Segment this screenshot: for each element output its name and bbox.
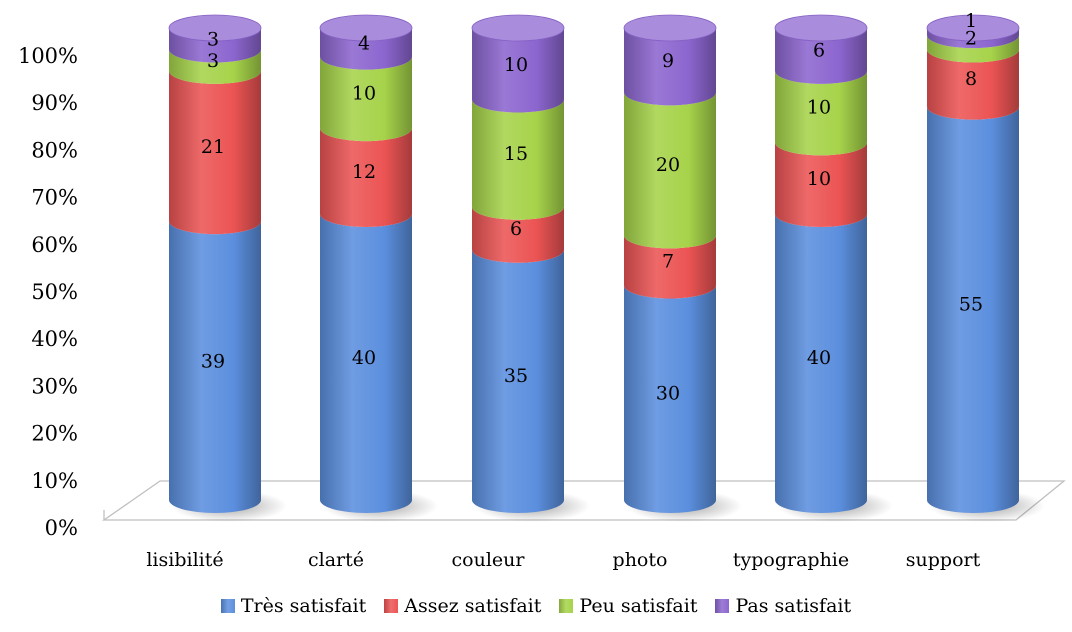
bar-0: 39 21 33 [168,14,287,522]
y-tick-label: 60% [31,233,78,257]
data-label: 12 [352,161,376,183]
legend-item-0: Très satisfait [220,595,367,617]
data-label: 10 [504,54,528,76]
y-tick-label: 80% [31,138,78,162]
y-tick-label: 20% [31,422,78,446]
legend-swatch-2 [559,599,574,613]
legend-item-3: Pas satisfait [715,595,851,617]
bar-segment [472,206,564,263]
category-label: photo [613,549,668,571]
bar-segment [169,28,261,63]
bar-segment [624,285,716,513]
y-tick-label: 50% [31,280,78,304]
data-label: 9 [662,50,674,72]
y-tick-label: 40% [31,327,78,351]
data-label: 35 [504,365,528,387]
data-label: 10 [807,168,831,190]
data-label: 6 [813,39,825,61]
bar-top-cap [168,14,262,42]
data-label: 10 [807,97,831,119]
bar-4: 40 10 10 6 [774,14,893,522]
bar-segment [927,35,1019,63]
category-label: support [906,549,981,571]
legend-swatch-0 [220,599,235,613]
bar-segment [775,142,867,227]
category-label: typographie [733,549,849,571]
data-label: 15 [504,143,528,165]
category-axis: lisibilité clarté couleur photo typographie s… [146,549,980,571]
bar-segment [320,56,412,142]
bar-segment [775,213,867,513]
data-label: 10 [352,82,376,104]
bar-top-cap [623,14,717,42]
data-label: 55 [959,293,983,315]
bar-top-cap [471,14,565,42]
legend-item-2: Peu satisfait [559,595,697,617]
bar-segment [624,235,716,299]
data-label: 30 [656,383,680,405]
category-label: clarté [308,549,364,571]
category-label: couleur [452,549,526,571]
bar-segment [624,28,716,106]
bar-top-cap [774,14,868,42]
data-label: 4 [358,32,370,54]
bar-segment [169,49,261,84]
legend-label-3: Pas satisfait [735,595,852,617]
bar-2: 35 6 15 10 [471,14,590,522]
y-tick-label: 100% [18,44,78,68]
bar-segment [472,99,564,220]
data-label: 40 [352,347,376,369]
data-label: 7 [662,250,674,272]
bar-segment [320,128,412,227]
data-label: 1 [965,10,977,32]
legend-label-2: Peu satisfait [579,595,698,617]
y-tick-label: 0% [45,516,78,540]
bar-segment [927,106,1019,514]
bar-3: 30 7 20 9 [623,14,742,522]
bar-segment [320,213,412,513]
y-axis: 0% 10% 20% 30% 40% 50% 60% 70% 80% 90% 100% [18,44,78,540]
legend-label-1: Assez satisfait [404,595,542,617]
bar-1: 40 12 10 4 [319,14,438,522]
bars-group: 39 21 33 40 12 10 4 35 6 15 10 30 7 20 9 40 10 10 6 55 8 21 [168,10,1045,522]
bar-top-cap [926,14,1020,42]
legend-swatch-1 [384,599,399,613]
data-label: 8 [965,68,977,90]
data-label: 2 [965,27,977,49]
bar-segment [624,92,716,249]
bar-segment [927,49,1019,120]
category-label: lisibilité [146,549,223,571]
data-label: 39 [201,351,225,373]
data-label: 3 [207,50,219,72]
legend-label-0: Très satisfait [240,595,367,617]
data-label: 21 [201,136,225,158]
y-tick-label: 90% [31,91,78,115]
bar-segment [472,28,564,113]
legend-item-1: Assez satisfait [384,595,541,617]
bar-segment [927,28,1019,49]
legend-swatch-3 [715,599,730,613]
bar-segment [472,249,564,514]
data-label: 40 [807,347,831,369]
y-tick-label: 30% [31,374,78,398]
bar-segment [169,70,261,235]
data-label: 20 [656,154,680,176]
legend: Très satisfait Assez satisfait Peu satis… [0,590,1072,622]
bar-top-cap [319,14,413,42]
bar-segment [775,70,867,156]
data-label: 6 [510,218,522,240]
data-label: 3 [207,29,219,51]
y-tick-label: 70% [31,186,78,210]
bar-segment [775,28,867,84]
bar-segment [169,221,261,513]
bar-5: 55 8 21 [926,10,1045,522]
bar-segment [320,28,412,70]
y-tick-label: 10% [31,469,78,493]
